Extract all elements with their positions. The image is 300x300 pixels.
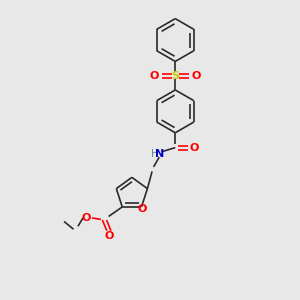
Text: N: N <box>155 148 164 159</box>
Text: O: O <box>150 71 159 81</box>
Text: O: O <box>104 231 114 241</box>
Text: H: H <box>151 148 158 159</box>
Text: O: O <box>189 142 198 153</box>
Text: S: S <box>171 71 179 81</box>
Text: O: O <box>191 71 201 81</box>
Text: O: O <box>137 204 147 214</box>
Text: O: O <box>81 213 91 223</box>
